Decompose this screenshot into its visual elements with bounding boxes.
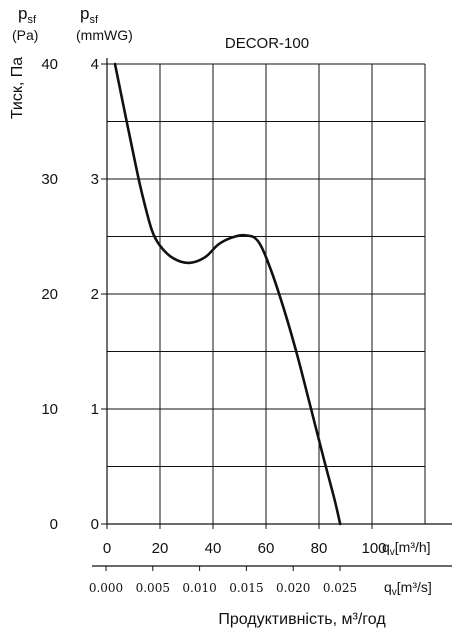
chart-title: DECOR-100 — [225, 35, 309, 52]
x-top-tick-label: 20 — [152, 540, 169, 557]
x-bottom-tick-label: 0.015 — [229, 581, 263, 595]
y-left-symbol-main: p — [18, 4, 27, 23]
y-right-symbol-sub: sf — [89, 14, 99, 26]
x-top-tick-label: 100 — [361, 540, 386, 557]
x-bottom-unit-symbol: q — [384, 579, 392, 595]
x-top-tick-label: 0 — [103, 540, 111, 557]
y-right-tick-label: 2 — [91, 286, 99, 303]
x-bottom-tick-label: 0.005 — [136, 581, 170, 595]
x-top-tick-label: 40 — [205, 540, 222, 557]
y-right-tick-label: 4 — [91, 56, 99, 73]
y-right-symbol: psf — [80, 4, 99, 26]
x-top-tick-label: 80 — [311, 540, 328, 557]
y-right-tick-label: 0 — [91, 516, 99, 533]
y-axis-label: Тиск, Па — [9, 57, 26, 119]
x-bottom-unit-label: qv[m³/s] — [384, 579, 432, 598]
y-right-tick-label: 3 — [91, 171, 99, 188]
y-left-tick-label: 40 — [41, 56, 58, 73]
x-top-unit-symbol: q — [382, 539, 390, 555]
x-top-unit: [m³/h] — [395, 539, 431, 555]
y-left-tick-label: 20 — [41, 286, 58, 303]
y-right-unit: (mmWG) — [76, 27, 133, 43]
x-top-unit-label: qv[m³/h] — [382, 539, 431, 558]
y-left-unit: (Pa) — [12, 27, 38, 43]
x-bottom-unit: [m³/s] — [397, 579, 432, 595]
x-bottom-tick-label: 0.010 — [182, 581, 216, 595]
plot-grid — [107, 63, 426, 524]
x-top-tick-label: 60 — [258, 540, 275, 557]
x-bottom-tick-label: 0.020 — [276, 581, 310, 595]
y-left-symbol-sub: sf — [27, 14, 37, 26]
y-right-tick-label: 1 — [91, 401, 99, 418]
x-bottom-tick-label: 0.025 — [323, 581, 357, 595]
x-bottom-tick-label: 0.000 — [89, 581, 123, 595]
x-axis-label: Продуктивність, м³/год — [218, 611, 386, 628]
y-right-symbol-main: p — [80, 4, 89, 23]
x-top-unit-sub: v — [390, 547, 395, 558]
performance-curve-line — [113, 62, 342, 526]
y-left-symbol: psf — [18, 4, 37, 26]
y-left-tick-label: 0 — [50, 516, 58, 533]
y-left-tick-label: 10 — [41, 401, 58, 418]
x-bottom-unit-sub: v — [392, 587, 397, 598]
y-left-tick-label: 30 — [41, 171, 58, 188]
curve-layer — [113, 62, 342, 526]
